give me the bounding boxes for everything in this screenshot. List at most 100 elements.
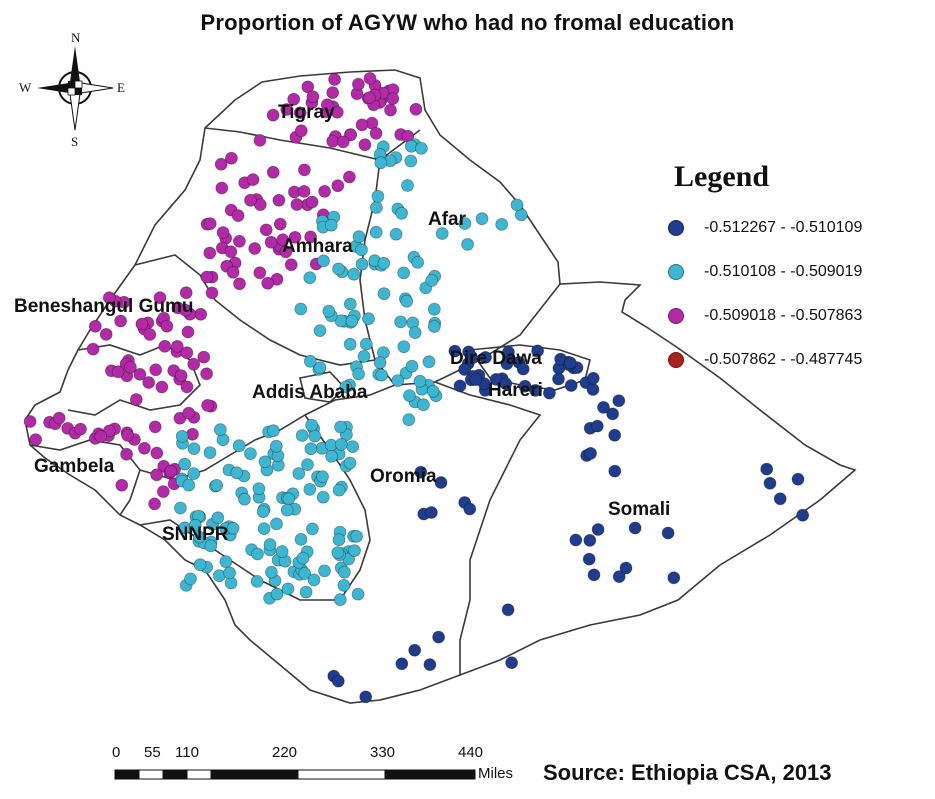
data-point bbox=[232, 439, 246, 453]
data-point bbox=[164, 464, 178, 478]
data-point bbox=[281, 582, 295, 596]
data-point bbox=[143, 328, 157, 341]
data-point bbox=[352, 367, 366, 381]
data-point bbox=[231, 209, 245, 223]
data-point bbox=[243, 447, 257, 461]
data-point bbox=[424, 506, 438, 519]
legend-item: -0.512267 - -0.510109 bbox=[640, 206, 930, 250]
scale-seg-2 bbox=[138, 769, 164, 780]
data-point bbox=[358, 138, 372, 152]
data-point bbox=[332, 483, 346, 497]
data-point bbox=[334, 420, 347, 434]
data-point bbox=[303, 482, 317, 496]
data-point bbox=[298, 567, 312, 580]
scale-tick-110: 110 bbox=[175, 744, 199, 761]
data-point bbox=[182, 478, 196, 492]
data-point bbox=[266, 108, 280, 122]
compass-arrow-south bbox=[69, 93, 81, 131]
legend-item: -0.507862 - -0.487745 bbox=[640, 338, 930, 382]
data-point bbox=[252, 482, 266, 496]
scale-seg-3 bbox=[162, 769, 188, 780]
data-point bbox=[608, 464, 622, 478]
data-point bbox=[495, 217, 509, 231]
compass-center-d bbox=[67, 87, 76, 96]
legend-swatch-4 bbox=[668, 352, 684, 368]
data-point bbox=[661, 526, 675, 540]
data-point bbox=[304, 230, 318, 244]
data-point bbox=[216, 226, 230, 239]
data-point bbox=[564, 379, 578, 392]
data-point bbox=[469, 373, 483, 387]
compass-s-label: S bbox=[71, 134, 78, 149]
data-point bbox=[284, 258, 298, 272]
legend-label: -0.510108 - -0.509019 bbox=[704, 263, 863, 280]
data-point bbox=[667, 571, 681, 585]
data-point bbox=[362, 312, 375, 326]
compass-n-label: N bbox=[71, 30, 81, 45]
data-point bbox=[773, 492, 787, 506]
data-point bbox=[501, 603, 515, 617]
data-point bbox=[226, 265, 240, 279]
compass-rose: N S E W bbox=[19, 30, 125, 149]
data-point bbox=[264, 235, 278, 249]
data-point bbox=[205, 286, 219, 300]
data-point bbox=[160, 319, 174, 333]
data-point bbox=[584, 446, 597, 460]
data-point bbox=[194, 307, 208, 321]
data-point bbox=[266, 165, 280, 179]
data-point bbox=[184, 572, 197, 586]
scale-tick-0: 0 bbox=[112, 744, 120, 761]
data-point bbox=[337, 579, 351, 592]
data-point bbox=[394, 315, 408, 329]
data-point bbox=[395, 206, 409, 220]
legend: Legend -0.512267 - -0.510109 -0.510108 -… bbox=[640, 160, 930, 382]
compass-arrow-north bbox=[70, 46, 80, 82]
region-label-beneshangul: Beneshangul Gumu bbox=[14, 296, 193, 317]
data-point bbox=[586, 383, 600, 396]
data-point bbox=[213, 423, 227, 437]
source-note: Source: Ethiopia CSA, 2013 bbox=[543, 760, 832, 785]
data-point bbox=[597, 400, 610, 414]
data-point bbox=[301, 458, 314, 472]
legend-item: -0.509018 - -0.507863 bbox=[640, 294, 930, 338]
data-point bbox=[500, 357, 514, 371]
data-point bbox=[628, 521, 642, 535]
data-point bbox=[248, 242, 262, 255]
data-point bbox=[355, 257, 369, 271]
data-point bbox=[259, 223, 273, 237]
data-point bbox=[23, 415, 37, 428]
data-point bbox=[397, 340, 411, 354]
data-point bbox=[345, 314, 359, 328]
data-point bbox=[187, 442, 201, 456]
data-point bbox=[174, 369, 188, 383]
data-point bbox=[331, 674, 345, 688]
data-point bbox=[173, 501, 187, 515]
data-point bbox=[149, 363, 163, 377]
data-point bbox=[276, 233, 290, 247]
data-point bbox=[153, 291, 167, 305]
data-point bbox=[304, 442, 318, 456]
data-point bbox=[796, 508, 810, 522]
region-labels: Tigray Afar Amhara Beneshangul Gumu Dire… bbox=[14, 102, 670, 545]
data-point bbox=[343, 297, 357, 311]
data-point bbox=[120, 447, 133, 461]
data-point bbox=[187, 467, 201, 481]
data-point bbox=[121, 428, 134, 442]
compass-arrow-east bbox=[80, 82, 114, 94]
data-point bbox=[256, 505, 270, 519]
data-point bbox=[463, 502, 477, 516]
data-point bbox=[74, 422, 87, 436]
region-label-hareri: Hareri bbox=[488, 380, 543, 401]
data-point bbox=[86, 342, 100, 356]
data-point bbox=[435, 227, 449, 240]
data-point bbox=[270, 587, 284, 601]
data-point bbox=[369, 225, 383, 239]
scale-tick-330: 330 bbox=[370, 744, 395, 761]
data-point bbox=[369, 126, 383, 140]
data-point bbox=[432, 630, 446, 644]
data-point bbox=[303, 271, 317, 285]
data-point bbox=[333, 593, 347, 606]
region-label-amhara: Amhara bbox=[282, 236, 353, 257]
data-point bbox=[253, 266, 267, 280]
data-point bbox=[377, 287, 391, 301]
